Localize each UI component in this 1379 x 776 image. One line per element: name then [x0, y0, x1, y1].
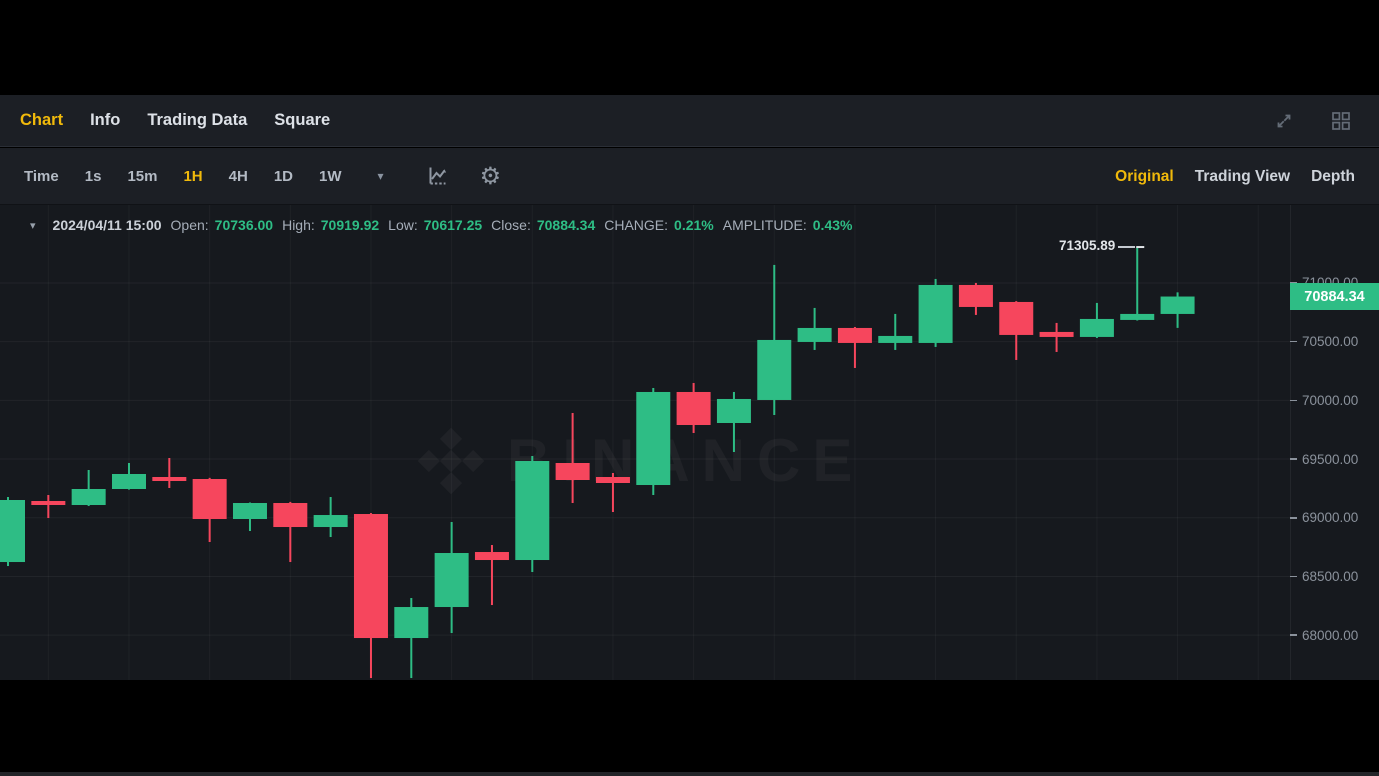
last-price-badge: 70884.34 — [1290, 283, 1379, 311]
settings-gear-icon[interactable]: ⚙ — [479, 162, 502, 190]
tick-dash — [1290, 399, 1297, 402]
plot-svg — [0, 205, 1290, 680]
ohlc-field-high: High: 70919.92 — [282, 217, 379, 233]
price-tick-68000.00: 68000.00 — [1290, 627, 1358, 643]
tab-info[interactable]: Info — [90, 111, 121, 129]
view-depth[interactable]: Depth — [1311, 167, 1355, 185]
interval-4h[interactable]: 4H — [228, 167, 248, 185]
price-axis-border — [1290, 205, 1291, 680]
interval-1w[interactable]: 1W — [319, 167, 342, 185]
tab-square[interactable]: Square — [274, 111, 331, 129]
toolbar-icons: ⚙ — [426, 162, 502, 190]
ohlc-value: 70884.34 — [536, 217, 596, 233]
ohlc-timestamp: 2024/04/11 15:00 — [52, 217, 162, 233]
ohlc-field-low: Low: 70617.25 — [388, 217, 482, 233]
tabbar-icons — [1274, 95, 1351, 147]
tick-text: 70500.00 — [1302, 334, 1359, 350]
tick-text: 68500.00 — [1302, 568, 1359, 584]
tick-text: 68000.00 — [1302, 627, 1359, 643]
indicator-icon[interactable] — [426, 164, 450, 188]
price-tick-69500.00: 69500.00 — [1290, 451, 1358, 467]
ohlc-field-open: Open: 70736.00 — [171, 217, 274, 233]
candlestick-chart-area[interactable]: BINANCE 71000.0070500.0070000.0069500.00… — [0, 205, 1379, 680]
ohlc-field-close: Close: 70884.34 — [491, 217, 595, 233]
tick-dash — [1290, 458, 1297, 460]
tab-trading-data[interactable]: Trading Data — [147, 111, 248, 129]
tick-dash — [1290, 517, 1297, 519]
price-tick-69000.00: 69000.00 — [1290, 510, 1358, 526]
bottom-edge-strip — [0, 772, 1379, 776]
ohlc-value: 70919.92 — [320, 217, 380, 233]
ohlc-readout: ▾ 2024/04/11 15:00 Open: 70736.00 High: 709… — [30, 217, 861, 233]
interval-time[interactable]: Time — [24, 167, 59, 185]
tab-chart[interactable]: Chart — [20, 111, 64, 129]
expand-icon[interactable] — [1274, 111, 1294, 131]
tick-text: 70000.00 — [1302, 392, 1359, 408]
tick-dash — [1290, 575, 1297, 578]
tick-text: 69500.00 — [1302, 451, 1359, 467]
grid-layout-icon[interactable] — [1331, 111, 1351, 131]
ohlc-value: 70736.00 — [214, 217, 274, 233]
ohlc-value: 0.21% — [674, 217, 714, 233]
ohlc-label: CHANGE: — [604, 217, 669, 233]
tabbar-tabs: Chart Info Trading Data Square — [20, 111, 330, 130]
interval-15m[interactable]: 15m — [127, 167, 158, 185]
ohlc-field-change: CHANGE: 0.21% — [604, 217, 714, 233]
panel-tabbar: Chart Info Trading Data Square — [0, 95, 1379, 147]
interval-dropdown-icon[interactable]: ▾ — [377, 169, 384, 183]
ohlc-fields: Open: 70736.00 High: 70919.92 Low: 70617.25 Cl… — [171, 217, 862, 233]
interval-1s[interactable]: 1s — [84, 167, 102, 185]
view-trading-view[interactable]: Trading View — [1194, 167, 1291, 185]
ohlc-expander-icon[interactable]: ▾ — [30, 219, 36, 232]
ohlc-label: AMPLITUDE: — [722, 217, 807, 233]
high-annotation-dash — [1118, 246, 1136, 249]
ohlc-label: Close: — [491, 217, 531, 233]
interval-1h[interactable]: 1H — [183, 167, 203, 185]
interval-list: 1s 15m 1H 4H 1D 1W — [85, 168, 368, 185]
high-price-annotation: 71305.89 — [1058, 238, 1116, 254]
tick-dash — [1290, 282, 1297, 284]
view-switcher: Original Trading View Depth — [1115, 148, 1355, 205]
price-tick-70500.00: 70500.00 — [1290, 334, 1358, 350]
ohlc-label: Low: — [388, 217, 418, 233]
price-tick-68500.00: 68500.00 — [1290, 568, 1358, 584]
chart-toolbar: Time 1s 15m 1H 4H 1D 1W ▾ ⚙ Original Trading V… — [0, 148, 1379, 205]
tick-dash — [1290, 340, 1297, 343]
view-original[interactable]: Original — [1115, 167, 1174, 185]
ohlc-label: Open: — [170, 217, 209, 233]
price-tick-70000.00: 70000.00 — [1290, 392, 1358, 408]
ohlc-field-amplitude: AMPLITUDE: 0.43% — [723, 217, 853, 233]
ohlc-label: High: — [282, 217, 315, 233]
tick-text: 69000.00 — [1302, 510, 1359, 526]
ohlc-value: 70617.25 — [423, 217, 483, 233]
tick-dash — [1290, 634, 1297, 636]
interval-1d[interactable]: 1D — [273, 167, 294, 185]
ohlc-value: 0.43% — [812, 217, 853, 233]
